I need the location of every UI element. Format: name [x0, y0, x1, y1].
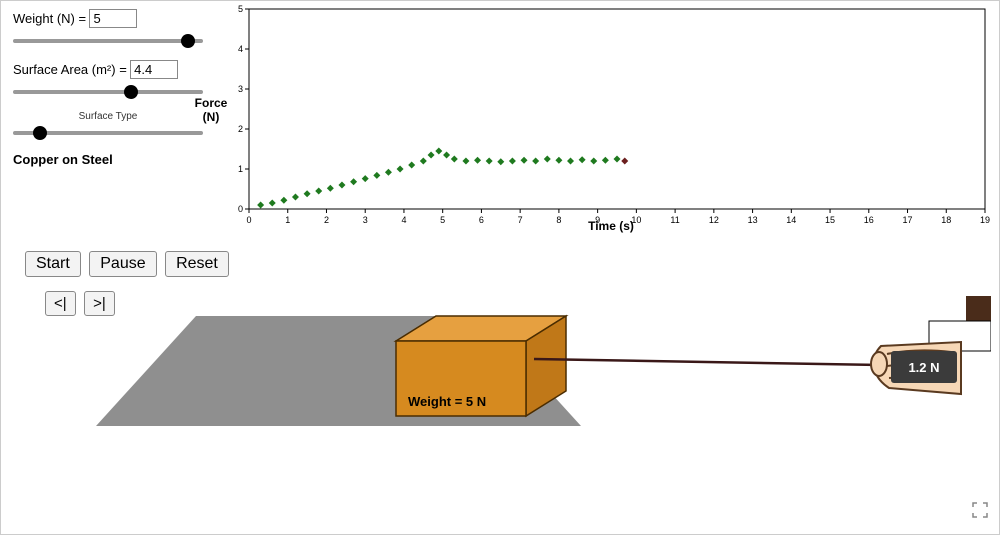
- surface-slider-thumb[interactable]: [33, 126, 47, 140]
- fullscreen-icon: [971, 501, 989, 519]
- area-slider[interactable]: [13, 83, 203, 101]
- controls-panel: Weight (N) = Surface Area (m²) = Surface…: [13, 9, 203, 167]
- area-slider-thumb[interactable]: [124, 85, 138, 99]
- svg-text:0: 0: [238, 204, 243, 214]
- chart-y-axis-label: Force (N): [191, 96, 231, 125]
- chart-x-axis-label: Time (s): [231, 219, 991, 233]
- weight-control: Weight (N) =: [13, 9, 203, 28]
- surface-type-value: Copper on Steel: [13, 152, 203, 167]
- svg-text:4: 4: [238, 44, 243, 54]
- svg-text:5: 5: [238, 4, 243, 14]
- weight-input[interactable]: [89, 9, 137, 28]
- svg-text:1.2 N: 1.2 N: [908, 360, 939, 375]
- weight-label: Weight (N) =: [13, 11, 86, 26]
- svg-text:1: 1: [238, 164, 243, 174]
- surface-slider[interactable]: [13, 124, 203, 142]
- start-button[interactable]: Start: [25, 251, 81, 277]
- area-label: Surface Area (m²) =: [13, 62, 127, 77]
- svg-text:Weight = 5 N: Weight = 5 N: [408, 394, 486, 409]
- force-time-chart: 012345678910111213141516171819012345: [231, 3, 991, 233]
- app-frame: Weight (N) = Surface Area (m²) = Surface…: [0, 0, 1000, 535]
- reset-button[interactable]: Reset: [165, 251, 229, 277]
- weight-slider[interactable]: [13, 32, 203, 50]
- fullscreen-button[interactable]: [965, 500, 987, 522]
- surface-type-label: Surface Type: [13, 111, 203, 122]
- weight-slider-thumb[interactable]: [181, 34, 195, 48]
- area-control: Surface Area (m²) =: [13, 60, 203, 79]
- pause-button[interactable]: Pause: [89, 251, 156, 277]
- simulation-canvas: Weight = 5 N1.2 N1.2 N: [11, 296, 991, 496]
- svg-text:3: 3: [238, 84, 243, 94]
- svg-text:2: 2: [238, 124, 243, 134]
- playback-buttons: Start Pause Reset: [25, 251, 233, 277]
- area-input[interactable]: [130, 60, 178, 79]
